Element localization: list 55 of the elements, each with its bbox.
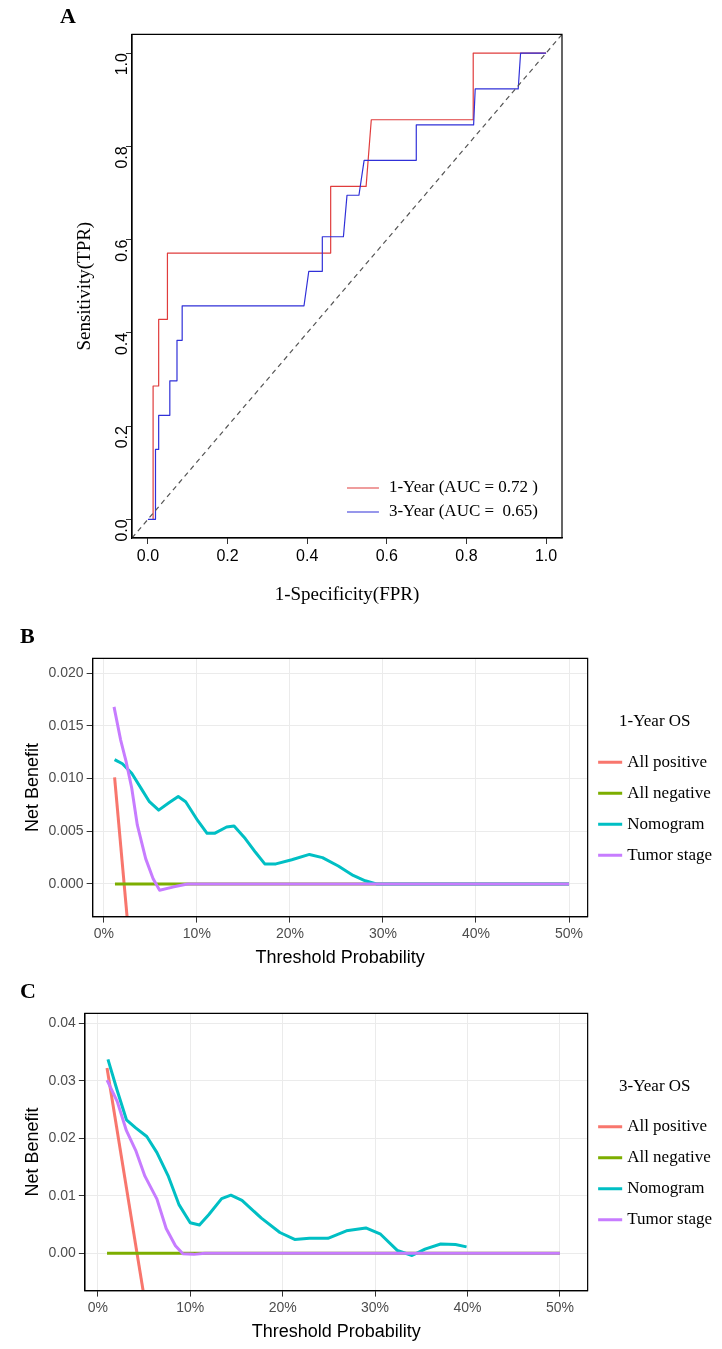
y-axis-title: Sensitivity(TPR) (73, 221, 96, 351)
x-tick-label: 0% (87, 1298, 108, 1315)
y-tick-label: 0.015 (48, 716, 84, 733)
x-tick-label: 0.2 (216, 547, 239, 565)
y-tick-label: 0.000 (48, 874, 84, 891)
legend-title: 3-Year OS (619, 1075, 691, 1095)
legend-title: 1-Year OS (619, 711, 691, 731)
y-tick-label: 0.2 (113, 426, 131, 449)
y-tick-label: 0.020 (48, 664, 84, 681)
y-tick-label: 0.4 (113, 332, 131, 356)
y-tick-label: 0.00 (48, 1244, 77, 1261)
x-axis-title: Threshold Probability (255, 947, 425, 968)
x-tick-label: 20% (268, 1298, 297, 1315)
y-tick-label: 1.0 (113, 52, 131, 76)
legend-label: Nomogram (627, 813, 705, 833)
legend-label: All negative (627, 782, 711, 802)
legend-label: All negative (627, 1147, 711, 1167)
legend-label: All positive (627, 751, 707, 771)
y-tick-label: 0.02 (48, 1129, 77, 1146)
x-tick-label: 30% (361, 1298, 390, 1315)
x-tick-label: 0% (93, 924, 114, 941)
y-tick-label: 0.03 (48, 1071, 77, 1088)
x-tick-label: 20% (275, 924, 304, 941)
chart-title: A (60, 2, 76, 28)
x-tick-label: 10% (176, 1298, 205, 1315)
y-tick-label: 0.04 (48, 1014, 77, 1031)
legend-label: Nomogram (627, 1178, 705, 1198)
legend-label: Tumor stage (627, 1209, 713, 1229)
chart-title: B (20, 622, 35, 648)
x-tick-label: 40% (453, 1298, 482, 1315)
x-tick-label: 50% (545, 1298, 574, 1315)
x-tick-label: 1.0 (534, 547, 558, 565)
y-tick-label: 0.01 (48, 1186, 77, 1203)
x-tick-label: 10% (182, 924, 211, 941)
y-axis-title: Net Benefit (21, 742, 42, 833)
x-axis-title: Threshold Probability (251, 1321, 421, 1342)
x-tick-label: 0.4 (296, 547, 319, 565)
y-tick-label: 0.0 (113, 519, 131, 542)
y-tick-label: 0.6 (113, 239, 131, 262)
legend-label: 1-Year (AUC = 0.72 ) (388, 477, 539, 497)
y-axis-title: Net Benefit (21, 1107, 42, 1197)
x-tick-label: 0.0 (136, 547, 160, 565)
chart-title: C (20, 977, 36, 1003)
y-tick-label: 0.010 (48, 769, 84, 786)
legend-label: Tumor stage (627, 844, 713, 864)
x-axis-title: 1-Specificity(FPR) (274, 582, 420, 605)
legend-label: All positive (627, 1116, 707, 1136)
x-tick-label: 50% (555, 924, 584, 941)
y-tick-label: 0.005 (48, 822, 84, 839)
x-tick-label: 40% (461, 924, 491, 941)
x-tick-label: 30% (368, 924, 397, 941)
x-tick-label: 0.8 (455, 547, 478, 565)
legend-label: 3-Year (AUC = 0.65) (388, 501, 539, 521)
y-tick-label: 0.8 (113, 146, 131, 169)
x-tick-label: 0.6 (375, 547, 399, 565)
